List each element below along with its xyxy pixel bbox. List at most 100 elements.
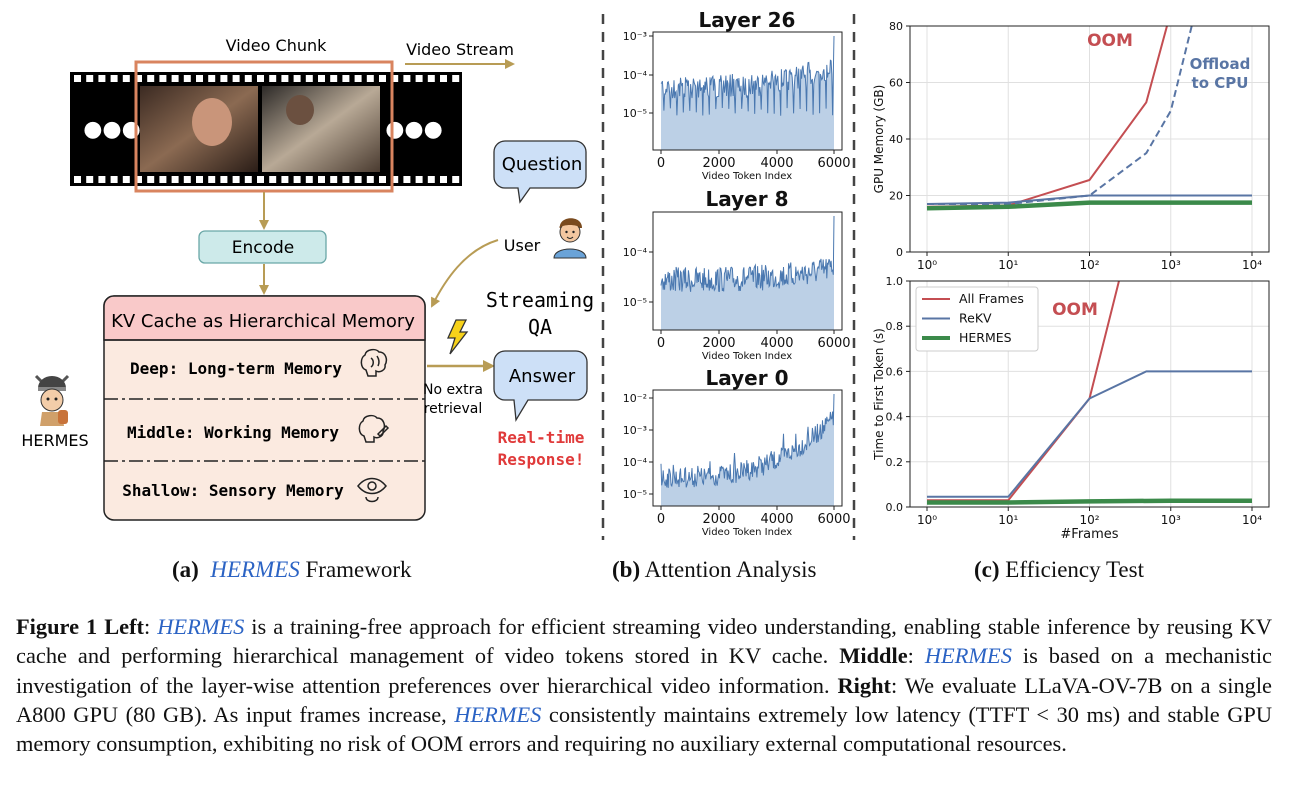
y-axis-label: GPU Memory (GB) (872, 85, 886, 194)
gpu-memory-chart: 0 20 40 60 80 10⁰ 10¹ 10² 10³ 10⁴ GPU Memory (GB) O… (872, 20, 1270, 272)
attention-line (660, 393, 835, 488)
sprocket-hole (159, 75, 167, 82)
realtime-line1: Real-time (498, 428, 585, 447)
attention-x-tick-label: 6000 (817, 336, 850, 351)
attention-x-label: Video Token Index (702, 527, 792, 538)
answer-label: Answer (509, 366, 576, 387)
y-tick-label: 0.6 (886, 365, 904, 378)
subcaption-c-rest: Efficiency Test (999, 557, 1144, 582)
attention-x-tick-label: 4000 (760, 336, 793, 351)
sprocket-hole (293, 75, 301, 82)
y-tick-label: 0.4 (886, 411, 904, 424)
sprocket-hole (305, 75, 313, 82)
attention-y-tick-label: 10⁻⁴ (623, 69, 648, 82)
figure-caption: Figure 1 Left: HERMES is a training-free… (16, 614, 1273, 757)
sprocket-hole (232, 176, 240, 183)
x-tick-label: 10¹ (998, 258, 1018, 272)
chart-series-group (927, 281, 1252, 505)
attention-panel-title: Layer 0 (706, 366, 789, 390)
encode-label: Encode (232, 238, 295, 258)
chart-series-group (926, 26, 1252, 211)
caption-hermes-2: HERMES (924, 643, 1012, 669)
attention-x-tick-label: 4000 (760, 156, 793, 171)
y-tick-label: 0.0 (886, 501, 904, 514)
legend-entry: HERMES (959, 330, 1012, 345)
x-tick-label: 10² (1079, 513, 1099, 527)
answer-bubble: Answer (493, 350, 588, 423)
legend-entry: ReKV (959, 311, 992, 326)
person-shape (286, 95, 314, 125)
attention-x-tick-label: 6000 (817, 156, 850, 171)
sprocket-hole (427, 176, 435, 183)
x-tick-label: 10⁴ (1242, 513, 1262, 527)
user-to-memory-arrow (431, 239, 499, 308)
lightning-icon (446, 319, 469, 355)
y-tick-label: 60 (889, 77, 903, 90)
subcaption-b-rest: Attention Analysis (640, 557, 817, 582)
video-chunk-box (134, 60, 394, 193)
caption-text-4: consistently maintains extremely low lat… (16, 701, 1273, 757)
series-hermes (927, 498, 1252, 505)
sprocket-hole (330, 176, 338, 183)
attention-panel-layer-0: Layer 0 10⁻² 10⁻³ 10⁻⁴ 10⁻⁵ 0 2000 4000 6000 Vide… (623, 366, 851, 538)
attention-axes-frame (652, 211, 843, 331)
sprocket-hole (86, 176, 94, 183)
sprocket-hole (74, 75, 81, 82)
y-tick-label: 20 (889, 190, 903, 203)
attention-panel-title: Layer 26 (699, 8, 796, 32)
attention-y-tick-label: 10⁻⁵ (623, 107, 647, 120)
sprocket-hole (110, 75, 118, 82)
attention-line (660, 215, 835, 293)
sprocket-hole (330, 75, 338, 82)
eye-brain-icon (357, 477, 387, 503)
y-tick-label: 80 (889, 20, 903, 33)
sprocket-hole (98, 176, 106, 183)
attention-x-tick-label: 6000 (817, 512, 850, 527)
sprocket-hole (98, 75, 106, 82)
brain-edit-icon (358, 414, 390, 443)
attention-panel-title: Layer 8 (706, 187, 789, 211)
sprocket-hole (366, 75, 374, 82)
attention-x-label: Video Token Index (702, 351, 792, 362)
caption-text-2: is based on a mechanistic investigation … (16, 643, 1272, 698)
attention-x-tick-label: 2000 (702, 336, 735, 351)
attention-x-tick-label: 2000 (702, 156, 735, 171)
streaming-qa-line1: Streaming (486, 288, 594, 312)
sprocket-hole (220, 75, 228, 82)
sprocket-hole (257, 75, 264, 82)
sprocket-hole (122, 75, 130, 82)
attention-y-tick-label: 10⁻⁵ (623, 296, 647, 309)
x-tick-label: 10⁰ (917, 258, 937, 272)
face-shape (192, 98, 232, 146)
series-all-frames (927, 281, 1120, 502)
series-rekv-offload-to-cpu- (927, 26, 1193, 205)
y-tick-label: 40 (889, 133, 903, 146)
sprocket-hole (147, 75, 155, 82)
caption-hermes-3: HERMES (454, 701, 542, 727)
sprocket-hole (147, 176, 155, 183)
sprocket-hole (415, 176, 423, 183)
sprocket-hole (244, 176, 252, 183)
x-tick-label: 10² (1079, 258, 1099, 272)
middle-memory-label: Middle: Working Memory (127, 423, 339, 442)
x-tick-label: 10⁰ (917, 513, 937, 527)
memory-title: KV Cache as Hierarchical Memory (111, 311, 415, 332)
attention-y-tick-label: 10⁻³ (623, 424, 647, 437)
sprocket-hole (342, 176, 350, 183)
no-extra-line1: No extra (423, 382, 483, 398)
attention-area (661, 36, 834, 150)
attention-line (660, 35, 835, 116)
sprocket-hole (171, 176, 179, 183)
oom-annotation: OOM (1052, 300, 1098, 320)
sprocket-hole (220, 176, 228, 183)
sprocket-hole (208, 176, 216, 183)
attention-y-tick-label: 10⁻⁴ (623, 246, 648, 259)
sprocket-hole (305, 176, 313, 183)
sprocket-hole (403, 176, 411, 183)
caption-middle: Middle (839, 643, 908, 669)
attention-panel-layer-26: Layer 26 10⁻³ 10⁻⁴ 10⁻⁵ 0 2000 4000 6000 Video T… (623, 8, 851, 182)
sprocket-hole (122, 176, 130, 183)
framework-panel: ●●● ●●● Video Chunk Video Stream Encode … (21, 36, 594, 521)
sprocket-hole (183, 75, 191, 82)
sprocket-hole (110, 176, 118, 183)
